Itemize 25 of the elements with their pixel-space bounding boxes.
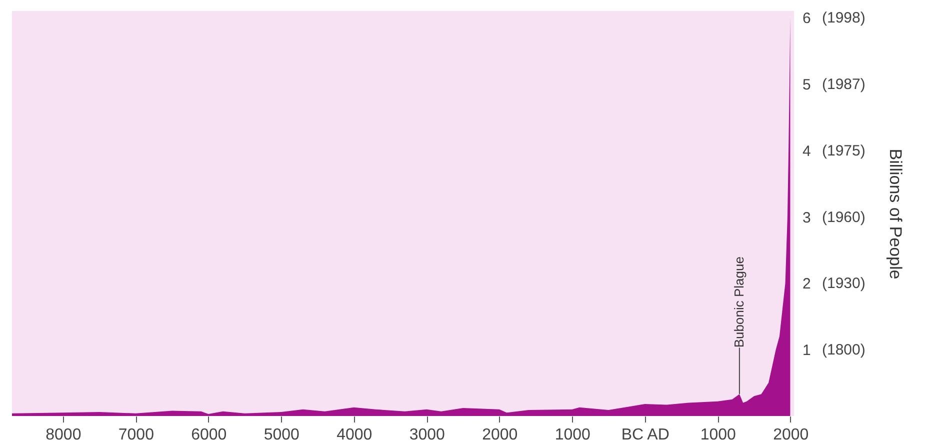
x-tick-label: 5000 [264, 426, 300, 444]
x-tick-label: 1000 [700, 426, 736, 444]
x-tick-label: 3000 [409, 426, 446, 444]
x-tick-label: 6000 [191, 426, 227, 444]
x-tick-label: 7000 [118, 426, 154, 444]
y-tick-label: 2 [802, 276, 811, 293]
x-tick-label: 2000 [773, 426, 809, 444]
text: (1998) [822, 10, 866, 27]
x-tick-label: 2000 [482, 426, 518, 444]
y-tick-label: 6 [802, 10, 811, 28]
text: (1800) [822, 342, 866, 359]
y-tick-label: 3 [802, 209, 811, 226]
text: (1975) [822, 142, 866, 160]
x-tick-label: 1000 [554, 426, 591, 444]
x-tick-label: 8000 [46, 426, 82, 444]
text: (1930) [822, 275, 866, 292]
text: (1987) [822, 76, 866, 94]
x-tick-label: BC AD [621, 426, 670, 444]
y-axis-title: Billions of People [886, 148, 905, 280]
y-tick-label: 5 [802, 76, 811, 94]
text: (1960) [822, 208, 866, 226]
y-tick-label: 4 [802, 142, 811, 160]
y-tick-label: 1 [802, 342, 811, 360]
x-tick-label: 4000 [336, 426, 372, 444]
annotation: Bubonic Plague [731, 256, 746, 348]
